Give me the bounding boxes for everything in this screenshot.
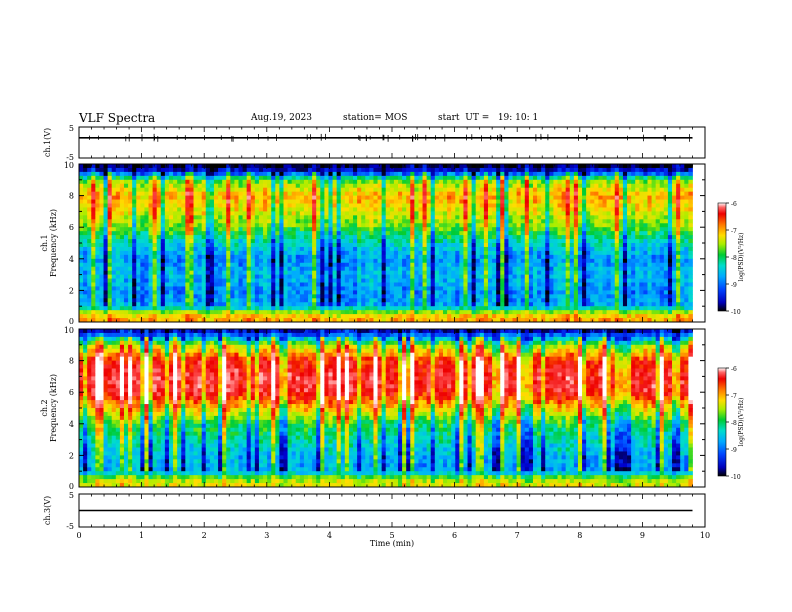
colorbar-tick-label: -7: [731, 393, 737, 400]
y-axis-label: ch.1(V): [43, 128, 52, 157]
y-tick-label: 0: [69, 317, 74, 326]
y-axis-label: Frequency (kHz): [49, 374, 58, 442]
colorbar-tick-label: -7: [731, 228, 737, 235]
y-axis-label: ch.3(V): [43, 496, 52, 525]
colorbar-tick-label: -8: [731, 255, 737, 262]
y-axis-label: ch.1: [40, 234, 49, 251]
x-tick-label: 2: [202, 531, 207, 540]
y-tick-label: 4: [69, 420, 74, 429]
y-tick-label: -5: [66, 522, 74, 531]
x-tick-label: 3: [264, 531, 269, 540]
chart-title: VLF Spectra: [79, 111, 156, 125]
x-axis-label: Time (min): [370, 539, 414, 548]
y-axis-label: Frequency (kHz): [49, 209, 58, 277]
date-label: Aug.19, 2023: [251, 113, 312, 123]
colorbar-tick-label: -6: [731, 201, 737, 208]
start-ut-label: start UT = 19: 10: 1: [438, 113, 539, 123]
y-tick-label: 10: [64, 161, 74, 170]
x-tick-label: 7: [515, 531, 520, 540]
colorbar-tick-label: -9: [731, 447, 737, 454]
x-tick-label: 0: [76, 531, 81, 540]
x-tick-label: 4: [327, 531, 332, 540]
y-tick-label: 8: [69, 357, 74, 366]
x-tick-label: 6: [452, 531, 457, 540]
y-tick-label: 10: [64, 326, 74, 335]
spectrogram-ch1: [79, 164, 693, 323]
y-tick-label: 6: [69, 388, 74, 397]
spectrogram-ch2: [79, 329, 693, 488]
x-tick-label: 5: [389, 531, 394, 540]
y-tick-label: 0: [69, 482, 74, 491]
colorbar-tick-label: -6: [731, 366, 737, 373]
y-axis-label: ch.2: [40, 399, 49, 416]
x-tick-label: 1: [139, 531, 144, 540]
colorbar-tick-label: -10: [731, 474, 741, 481]
colorbar-tick-label: -8: [731, 420, 737, 427]
y-tick-label: 5: [69, 124, 74, 133]
colorbar-tick-label: -9: [731, 282, 737, 289]
y-tick-label: 2: [69, 286, 74, 295]
y-tick-label: 2: [69, 451, 74, 460]
waveform-spikes-ch1: [89, 133, 690, 142]
y-tick-label: 5: [69, 491, 74, 500]
y-tick-label: 8: [69, 192, 74, 201]
colorbar-tick-label: -10: [731, 309, 741, 316]
y-tick-label: 6: [69, 223, 74, 232]
y-tick-label: 4: [69, 255, 74, 264]
colorbar-label: log(PSD)(V²/Hz): [738, 233, 745, 282]
station-label: station= MOS: [343, 113, 408, 123]
y-tick-label: -5: [66, 153, 74, 162]
x-tick-label: 10: [700, 531, 710, 540]
x-tick-label: 8: [577, 531, 582, 540]
x-tick-label: 9: [640, 531, 645, 540]
colorbar-ch2: [717, 367, 727, 477]
colorbar-ch1: [717, 202, 727, 312]
colorbar-label: log(PSD)(V²/Hz): [738, 398, 745, 447]
